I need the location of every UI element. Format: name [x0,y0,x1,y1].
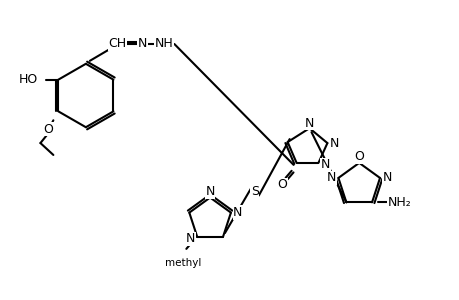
Text: NH: NH [155,38,174,50]
Text: N: N [233,206,242,219]
Text: O: O [353,150,364,164]
Text: O: O [43,123,53,136]
Text: N: N [320,158,330,171]
Text: methyl: methyl [165,258,201,268]
Text: N: N [185,232,195,245]
Text: NH₂: NH₂ [387,196,411,209]
Text: CH: CH [108,38,127,50]
Text: O: O [277,178,287,191]
Text: S: S [250,185,258,198]
Text: N: N [381,171,391,184]
Text: N: N [326,171,336,184]
Text: HO: HO [19,73,39,86]
Text: N: N [205,185,214,198]
Text: N: N [138,38,147,50]
Text: N: N [304,117,313,130]
Text: N: N [329,136,338,150]
